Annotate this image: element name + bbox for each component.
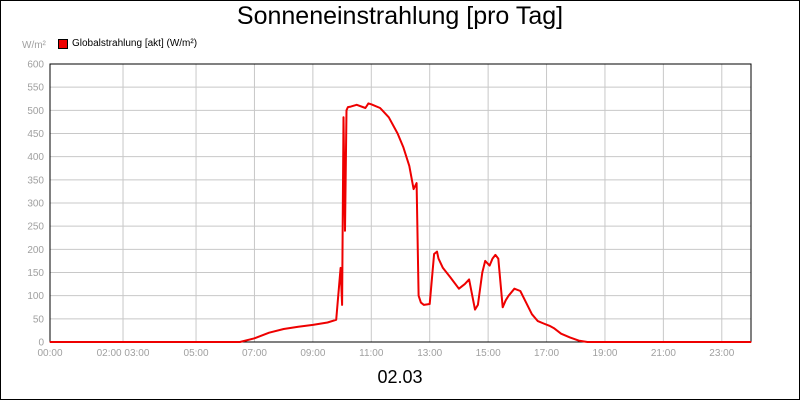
data-point (326, 321, 329, 324)
data-point (449, 276, 451, 278)
data-point (489, 265, 491, 267)
data-point (49, 341, 51, 343)
data-point (750, 341, 752, 343)
data-point (416, 182, 418, 184)
data-point (420, 302, 422, 304)
y-tick-label: 100 (27, 291, 44, 302)
data-point (560, 333, 562, 335)
x-tick-label: 05:00 (184, 348, 209, 359)
x-tick-label: 17:00 (534, 348, 559, 359)
data-point (519, 290, 521, 292)
data-point (437, 258, 440, 260)
data-point (433, 253, 435, 255)
data-point (388, 116, 390, 118)
y-tick-label: 350 (27, 175, 44, 186)
data-point (408, 165, 410, 167)
y-axis-unit-label: W/m² (22, 40, 46, 51)
data-point (474, 309, 476, 311)
y-tick-label: 300 (27, 199, 44, 210)
data-point (531, 313, 533, 315)
x-axis-date-label: 02.03 (377, 367, 423, 387)
data-point (367, 102, 369, 104)
x-tick-label: 02:00 03:00 (97, 348, 150, 359)
y-tick-label: 600 (27, 60, 44, 71)
y-tick-label: 450 (27, 129, 44, 140)
data-point (342, 116, 345, 118)
data-point (604, 341, 606, 343)
y-tick-label: 250 (27, 222, 44, 233)
data-point (553, 327, 555, 329)
data-point (464, 283, 466, 285)
data-point (345, 109, 348, 111)
data-point (253, 337, 256, 339)
data-point (502, 306, 504, 308)
x-tick-label: 09:00 (300, 348, 325, 359)
data-point (423, 304, 425, 306)
x-tick-label: 23:00 (709, 348, 734, 359)
data-point (335, 319, 337, 321)
data-point (350, 106, 352, 108)
data-point (497, 258, 499, 260)
x-tick-label: 21:00 (651, 348, 676, 359)
data-point (429, 303, 431, 305)
data-point (484, 260, 486, 262)
legend: Globalstrahlung [akt] (W/m²) (58, 38, 197, 49)
y-tick-label: 550 (27, 83, 44, 94)
data-point (508, 295, 510, 297)
data-point (364, 107, 366, 109)
y-tick-label: 200 (27, 245, 44, 256)
plot-area-border (49, 63, 752, 343)
data-point (436, 251, 438, 253)
data-point (418, 295, 420, 297)
chart-title: Sonneneinstrahlung [pro Tag] (236, 2, 564, 30)
legend-swatch (58, 38, 68, 49)
y-tick-label: 150 (27, 268, 44, 279)
data-point (525, 302, 527, 304)
data-point (468, 278, 470, 280)
data-point (477, 304, 479, 306)
data-point (494, 254, 496, 256)
data-point (397, 132, 399, 135)
data-point (548, 325, 551, 327)
data-point (458, 288, 460, 290)
x-tick-label: 13:00 (417, 348, 442, 359)
x-tick-label: 15:00 (476, 348, 501, 359)
data-point (442, 267, 444, 269)
data-point (340, 267, 342, 269)
data-point (283, 328, 285, 330)
x-tick-label: 19:00 (592, 348, 617, 359)
x-tick-label: 11:00 (359, 348, 384, 359)
data-point (513, 288, 516, 290)
y-tick-label: 50 (33, 314, 45, 325)
data-point (491, 258, 494, 260)
data-point (505, 299, 507, 301)
data-point (578, 340, 580, 342)
data-point (481, 271, 483, 274)
legend-label: Globalstrahlung [akt] (W/m²) (72, 38, 198, 49)
data-point (239, 341, 241, 343)
data-point (347, 106, 349, 108)
y-tick-label: 0 (38, 338, 44, 349)
data-point (537, 320, 539, 322)
data-point (356, 104, 358, 106)
x-tick-label: 00:00 (37, 348, 62, 359)
data-point (586, 341, 589, 343)
data-point (370, 103, 372, 105)
data-point (341, 304, 343, 306)
x-tick-label: 07:00 (242, 348, 267, 359)
data-point (413, 188, 415, 190)
data-point (268, 332, 270, 334)
data-point (379, 107, 381, 109)
data-point (543, 322, 545, 325)
data-point (312, 324, 314, 326)
series-line-globalstrahlung (50, 102, 751, 343)
data-point (297, 326, 299, 328)
data-point (344, 230, 346, 232)
y-tick-label: 500 (27, 106, 44, 117)
data-point (569, 336, 571, 338)
data-point (402, 146, 404, 148)
y-tick-label: 400 (27, 152, 44, 163)
